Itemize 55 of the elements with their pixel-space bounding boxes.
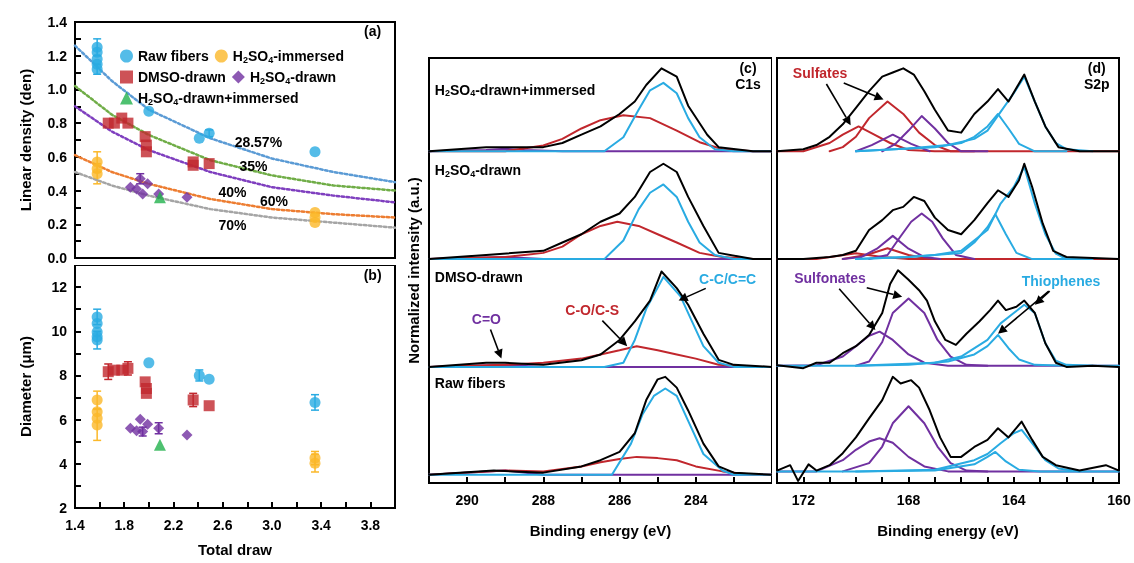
x-axis-title: Binding energy (eV) — [529, 522, 672, 539]
legend-label: Raw fibers — [138, 48, 210, 64]
y-tick-label: 0.6 — [47, 148, 68, 165]
x-axis-title: Binding energy (eV) — [877, 522, 1019, 539]
annotation: Sulfonates — [794, 270, 866, 287]
y-tick-label: 0.4 — [47, 182, 68, 199]
y-tick-label: 0.0 — [47, 250, 68, 266]
annotation: (c) — [739, 60, 757, 77]
x-tick-label: 3.0 — [262, 517, 282, 533]
x-tick-label: 2.2 — [163, 517, 184, 533]
x-tick-label: 288 — [531, 492, 556, 508]
annotation: 40% — [218, 184, 247, 201]
y-tick-label: 1.2 — [47, 47, 68, 64]
annotation: C-O/C-S — [565, 302, 620, 319]
y-tick-label: 6 — [59, 411, 68, 428]
annotation: 28.57% — [234, 134, 283, 151]
x-axis-title: Total draw — [198, 541, 273, 558]
y-tick-label: 4 — [59, 455, 68, 472]
x-tick-label: 168 — [896, 492, 921, 508]
x-tick-label: 2.6 — [212, 517, 233, 533]
y-tick-label: 8 — [59, 367, 68, 384]
annotation: 60% — [260, 192, 289, 209]
legend-label: DMSO-drawn — [138, 69, 226, 85]
annotation: (a) — [364, 22, 382, 39]
x-tick-label: 290 — [455, 492, 479, 508]
annotation: 70% — [218, 216, 247, 233]
annotation: (d) — [1087, 60, 1106, 77]
annotation: C1s — [735, 76, 762, 93]
annotation: (b) — [363, 266, 382, 283]
x-tick-label: 172 — [791, 492, 816, 508]
annotation: Raw fibers — [434, 375, 506, 392]
y-axis-title: Normalized intensity (a.u.) — [404, 177, 422, 364]
x-tick-label: 160 — [1107, 492, 1131, 508]
y-axis-title: Linear density (den) — [17, 68, 34, 212]
x-tick-label: 284 — [684, 492, 708, 508]
y-tick-label: 10 — [51, 323, 68, 340]
annotation: 35% — [239, 158, 269, 175]
y-tick-label: 2 — [59, 500, 68, 516]
annotation: C-C/C=C — [699, 270, 757, 287]
x-tick-label: 164 — [1002, 492, 1026, 508]
annotation: DMSO-drawn — [434, 268, 523, 285]
y-tick-label: 0.2 — [47, 216, 68, 233]
y-tick-label: 1.0 — [47, 81, 68, 98]
annotation: S2p — [1083, 76, 1110, 93]
y-tick-label: 1.4 — [47, 14, 68, 30]
annotation: Sulfates — [792, 65, 848, 82]
y-tick-label: 12 — [51, 279, 68, 296]
x-tick-label: 3.4 — [311, 517, 332, 533]
annotation: Thiophenes — [1021, 272, 1101, 289]
y-tick-label: 0.8 — [47, 115, 68, 132]
annotation: C=O — [471, 310, 502, 327]
y-axis-title: Diameter (μm) — [17, 336, 34, 437]
x-tick-label: 3.8 — [360, 517, 381, 533]
x-tick-label: 286 — [607, 492, 632, 508]
x-tick-label: 1.8 — [114, 517, 135, 533]
